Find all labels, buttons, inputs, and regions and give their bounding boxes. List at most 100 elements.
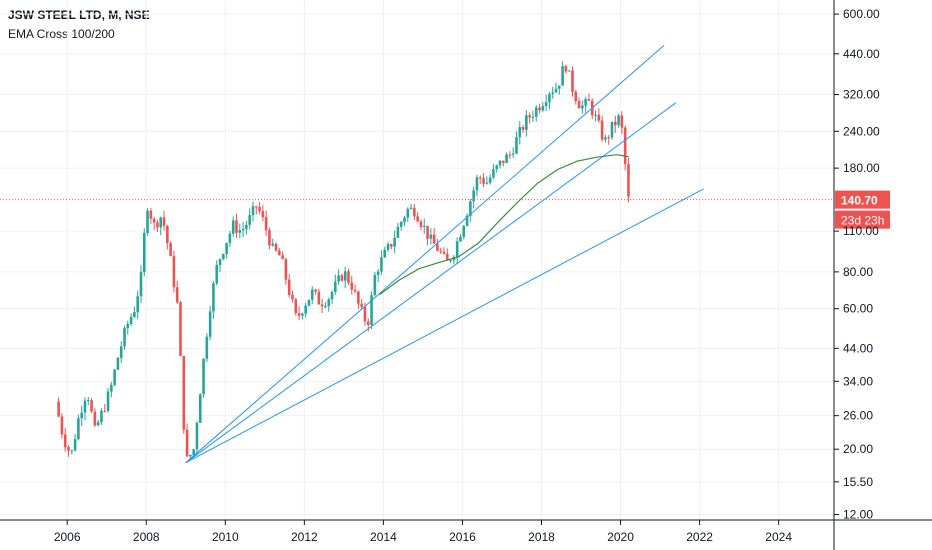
candle-body: [383, 249, 387, 258]
candle-body: [347, 271, 350, 283]
candle-body: [393, 237, 396, 247]
candle-body: [294, 299, 298, 314]
candle-body: [166, 225, 169, 244]
candle-body: [439, 250, 443, 252]
candle-body: [525, 115, 528, 130]
candle-body: [278, 250, 281, 256]
y-tick-label: 240.00: [843, 124, 880, 138]
y-tick-label: 26.00: [843, 409, 873, 423]
candle-body: [416, 216, 419, 222]
candle-body: [284, 259, 288, 280]
y-tick-label: 12.00: [843, 508, 873, 522]
x-tick-label: 2014: [370, 530, 397, 544]
candle-body: [386, 244, 390, 250]
candle-body: [340, 275, 344, 281]
candle-body: [307, 299, 311, 306]
candle-body: [469, 201, 472, 216]
chart-title: JSW STEEL LTD, M, NSE: [8, 8, 150, 22]
candle-body: [310, 289, 314, 300]
candle-body: [337, 275, 340, 282]
candle-body: [567, 70, 571, 72]
candle-body: [571, 70, 574, 92]
candle-body: [320, 304, 324, 307]
candle-body: [534, 107, 538, 117]
candle-body: [96, 422, 100, 426]
candle-body: [432, 234, 436, 244]
candle-body: [324, 305, 327, 307]
candle-body: [406, 208, 410, 218]
trendline: [185, 44, 665, 464]
candle-body: [561, 66, 564, 86]
candle-body: [475, 177, 479, 191]
candle-body: [498, 160, 502, 166]
candle-body: [462, 225, 466, 237]
candle-body: [142, 232, 146, 273]
x-tick-label: 2024: [765, 530, 792, 544]
candle-body: [465, 215, 469, 226]
candle-body: [557, 85, 561, 89]
candle-body: [610, 121, 614, 138]
candle-body: [110, 384, 113, 392]
candle-body: [343, 271, 347, 281]
y-tick-label: 15.50: [843, 475, 873, 489]
candle-body: [521, 127, 525, 130]
candle-body: [623, 127, 627, 165]
x-tick-label: 2016: [449, 530, 476, 544]
candle-body: [426, 225, 429, 239]
candle-body: [531, 116, 535, 118]
candle-body: [353, 289, 357, 292]
candle-body: [482, 177, 485, 184]
y-tick-label: 60.00: [843, 302, 873, 316]
grid: [0, 0, 834, 520]
trendlines: [185, 44, 704, 464]
candle-body: [175, 287, 179, 303]
last-price-label: 140.70: [841, 194, 878, 208]
candle-body: [485, 182, 489, 184]
candle-body: [238, 230, 242, 233]
candle-body: [258, 206, 261, 212]
candle-body: [584, 98, 587, 106]
x-tick-label: 2018: [528, 530, 555, 544]
y-tick-label: 180.00: [843, 161, 880, 175]
candle-body: [67, 447, 70, 451]
candle-body: [195, 422, 199, 450]
candle-body: [208, 311, 212, 337]
y-tick-label: 44.00: [843, 341, 873, 355]
candle-body: [538, 107, 541, 111]
candle-body: [396, 226, 400, 238]
x-tick-label: 2020: [607, 530, 634, 544]
candle-body: [422, 225, 426, 227]
price-line-layer: 140.70 23d 23h: [0, 190, 890, 229]
ema-line: [379, 154, 629, 296]
candle-body: [90, 400, 93, 412]
candle-body: [156, 222, 159, 228]
candle-body: [235, 220, 238, 233]
candle-body: [399, 222, 403, 227]
candle-body: [511, 153, 515, 155]
candle-body: [162, 217, 166, 226]
candle-body: [218, 258, 222, 266]
candle-body: [297, 313, 301, 316]
candle-body: [334, 281, 337, 292]
candle-body: [419, 221, 423, 227]
candle-body: [554, 88, 558, 93]
candle-body: [376, 271, 380, 275]
candle-body: [600, 120, 604, 140]
candle-body: [574, 91, 578, 102]
candle-body: [228, 233, 232, 243]
candle-body: [103, 410, 107, 412]
candle-body: [370, 295, 373, 326]
candle-body: [604, 137, 607, 140]
candle-body: [241, 228, 245, 231]
candle-body: [106, 391, 110, 411]
candle-body: [271, 243, 275, 246]
candle-body: [429, 234, 433, 239]
candle-body: [301, 313, 304, 316]
candle-body: [564, 66, 568, 72]
candle-body: [330, 291, 334, 300]
y-tick-label: 34.00: [843, 374, 873, 388]
candle-body: [264, 217, 268, 231]
candle-body: [80, 412, 83, 419]
x-tick-label: 2012: [291, 530, 318, 544]
